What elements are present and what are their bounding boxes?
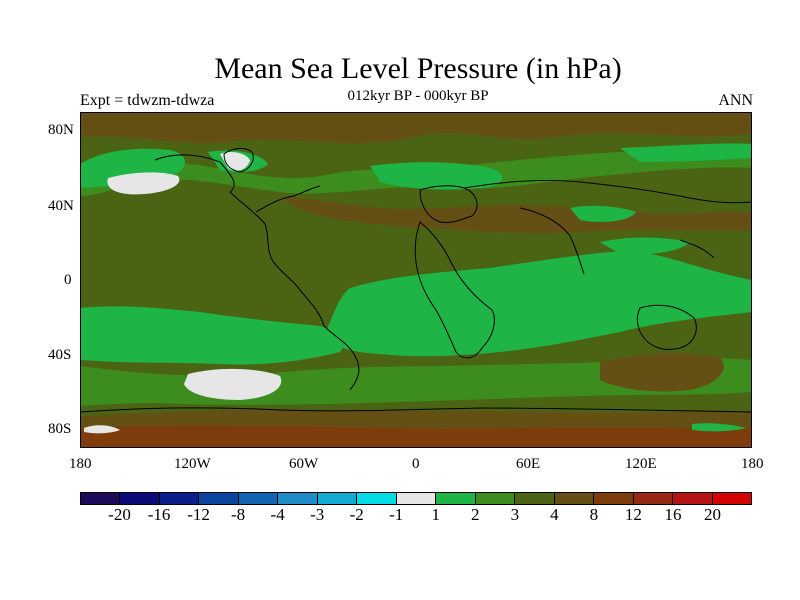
colorbar-label: -3 [310,505,325,524]
southeast-pacific-green [80,306,344,365]
colorbar-label: -20 [108,505,131,524]
lat-label: 40S [48,347,72,363]
lon-label: 60E [516,456,541,472]
colorbar-swatch [238,493,279,504]
lat-label: 0 [64,272,72,288]
colorbar-swatch [278,493,318,504]
lat-label: 80S [48,421,72,437]
colorbar-swatch [515,493,555,504]
lon-label: 60W [289,456,319,472]
colorbar-swatch [436,493,476,504]
lon-label: 0 [412,456,420,472]
colorbar-label: 3 [510,505,520,524]
map-frame [80,112,752,448]
colorbar-swatch [357,493,397,504]
colorbar-swatch [317,493,358,504]
colorbar-label: 2 [471,505,480,524]
colorbar-swatch [396,493,437,504]
colorbar-label: 8 [589,505,599,524]
lon-label: 120W [174,456,211,472]
colorbar-label: 1 [431,505,441,524]
colorbar-label: -1 [389,505,404,524]
season-label: ANN [718,92,753,109]
map-subtitle: 012kyr BP - 000kyr BP [347,88,489,104]
colorbar-label: 12 [624,505,642,524]
lat-label: 40N [48,198,74,214]
colorbar-swatch [81,493,121,504]
colorbar-swatch [712,493,751,504]
antarctic-green-patch [692,423,746,432]
north-desert-brown [280,196,752,234]
colorbar [80,492,752,505]
north-atlantic-bright [370,162,503,190]
lon-label: 120E [625,456,657,472]
coastlines [80,147,752,413]
colorbar-swatch [673,493,713,504]
colorbar-label: 20 [703,505,721,524]
colorbar-swatch [159,493,200,504]
asia-green [620,143,752,162]
colorbar-label: 16 [664,505,682,524]
lon-label: 180 [69,456,92,472]
colorbar-swatch [475,493,516,504]
colorbar-label: -8 [231,505,246,524]
antarctic-white-patch [84,425,120,434]
colorbar-swatch [120,493,160,504]
pressure-map [80,112,752,448]
south-indian-brown [600,353,724,392]
colorbar-swatch [594,493,634,504]
arabia-bright [570,205,636,222]
arctic-band [80,112,752,144]
greenland-white [220,152,250,171]
south-atlantic-white [184,368,282,400]
colorbar-label: -12 [187,505,210,524]
south-atlantic-green [327,250,752,357]
colorbar-swatch [633,493,674,504]
colorbar-label: -16 [147,505,171,524]
colorbar-swatch [554,493,595,504]
map-title: Mean Sea Level Pressure (in hPa) [214,52,622,85]
colorbar-label: -4 [270,505,285,524]
lat-label: 80N [48,122,74,138]
antarctic-dark [80,425,752,448]
colorbar-label: -2 [349,505,364,524]
indonesia-green [600,237,690,255]
experiment-label: Expt = tdwzm-tdwza [80,92,215,109]
north-pacific-white [107,172,180,195]
colorbar-swatch [199,493,239,504]
colorbar-label: 4 [550,505,559,524]
lon-label: 180 [741,456,764,472]
